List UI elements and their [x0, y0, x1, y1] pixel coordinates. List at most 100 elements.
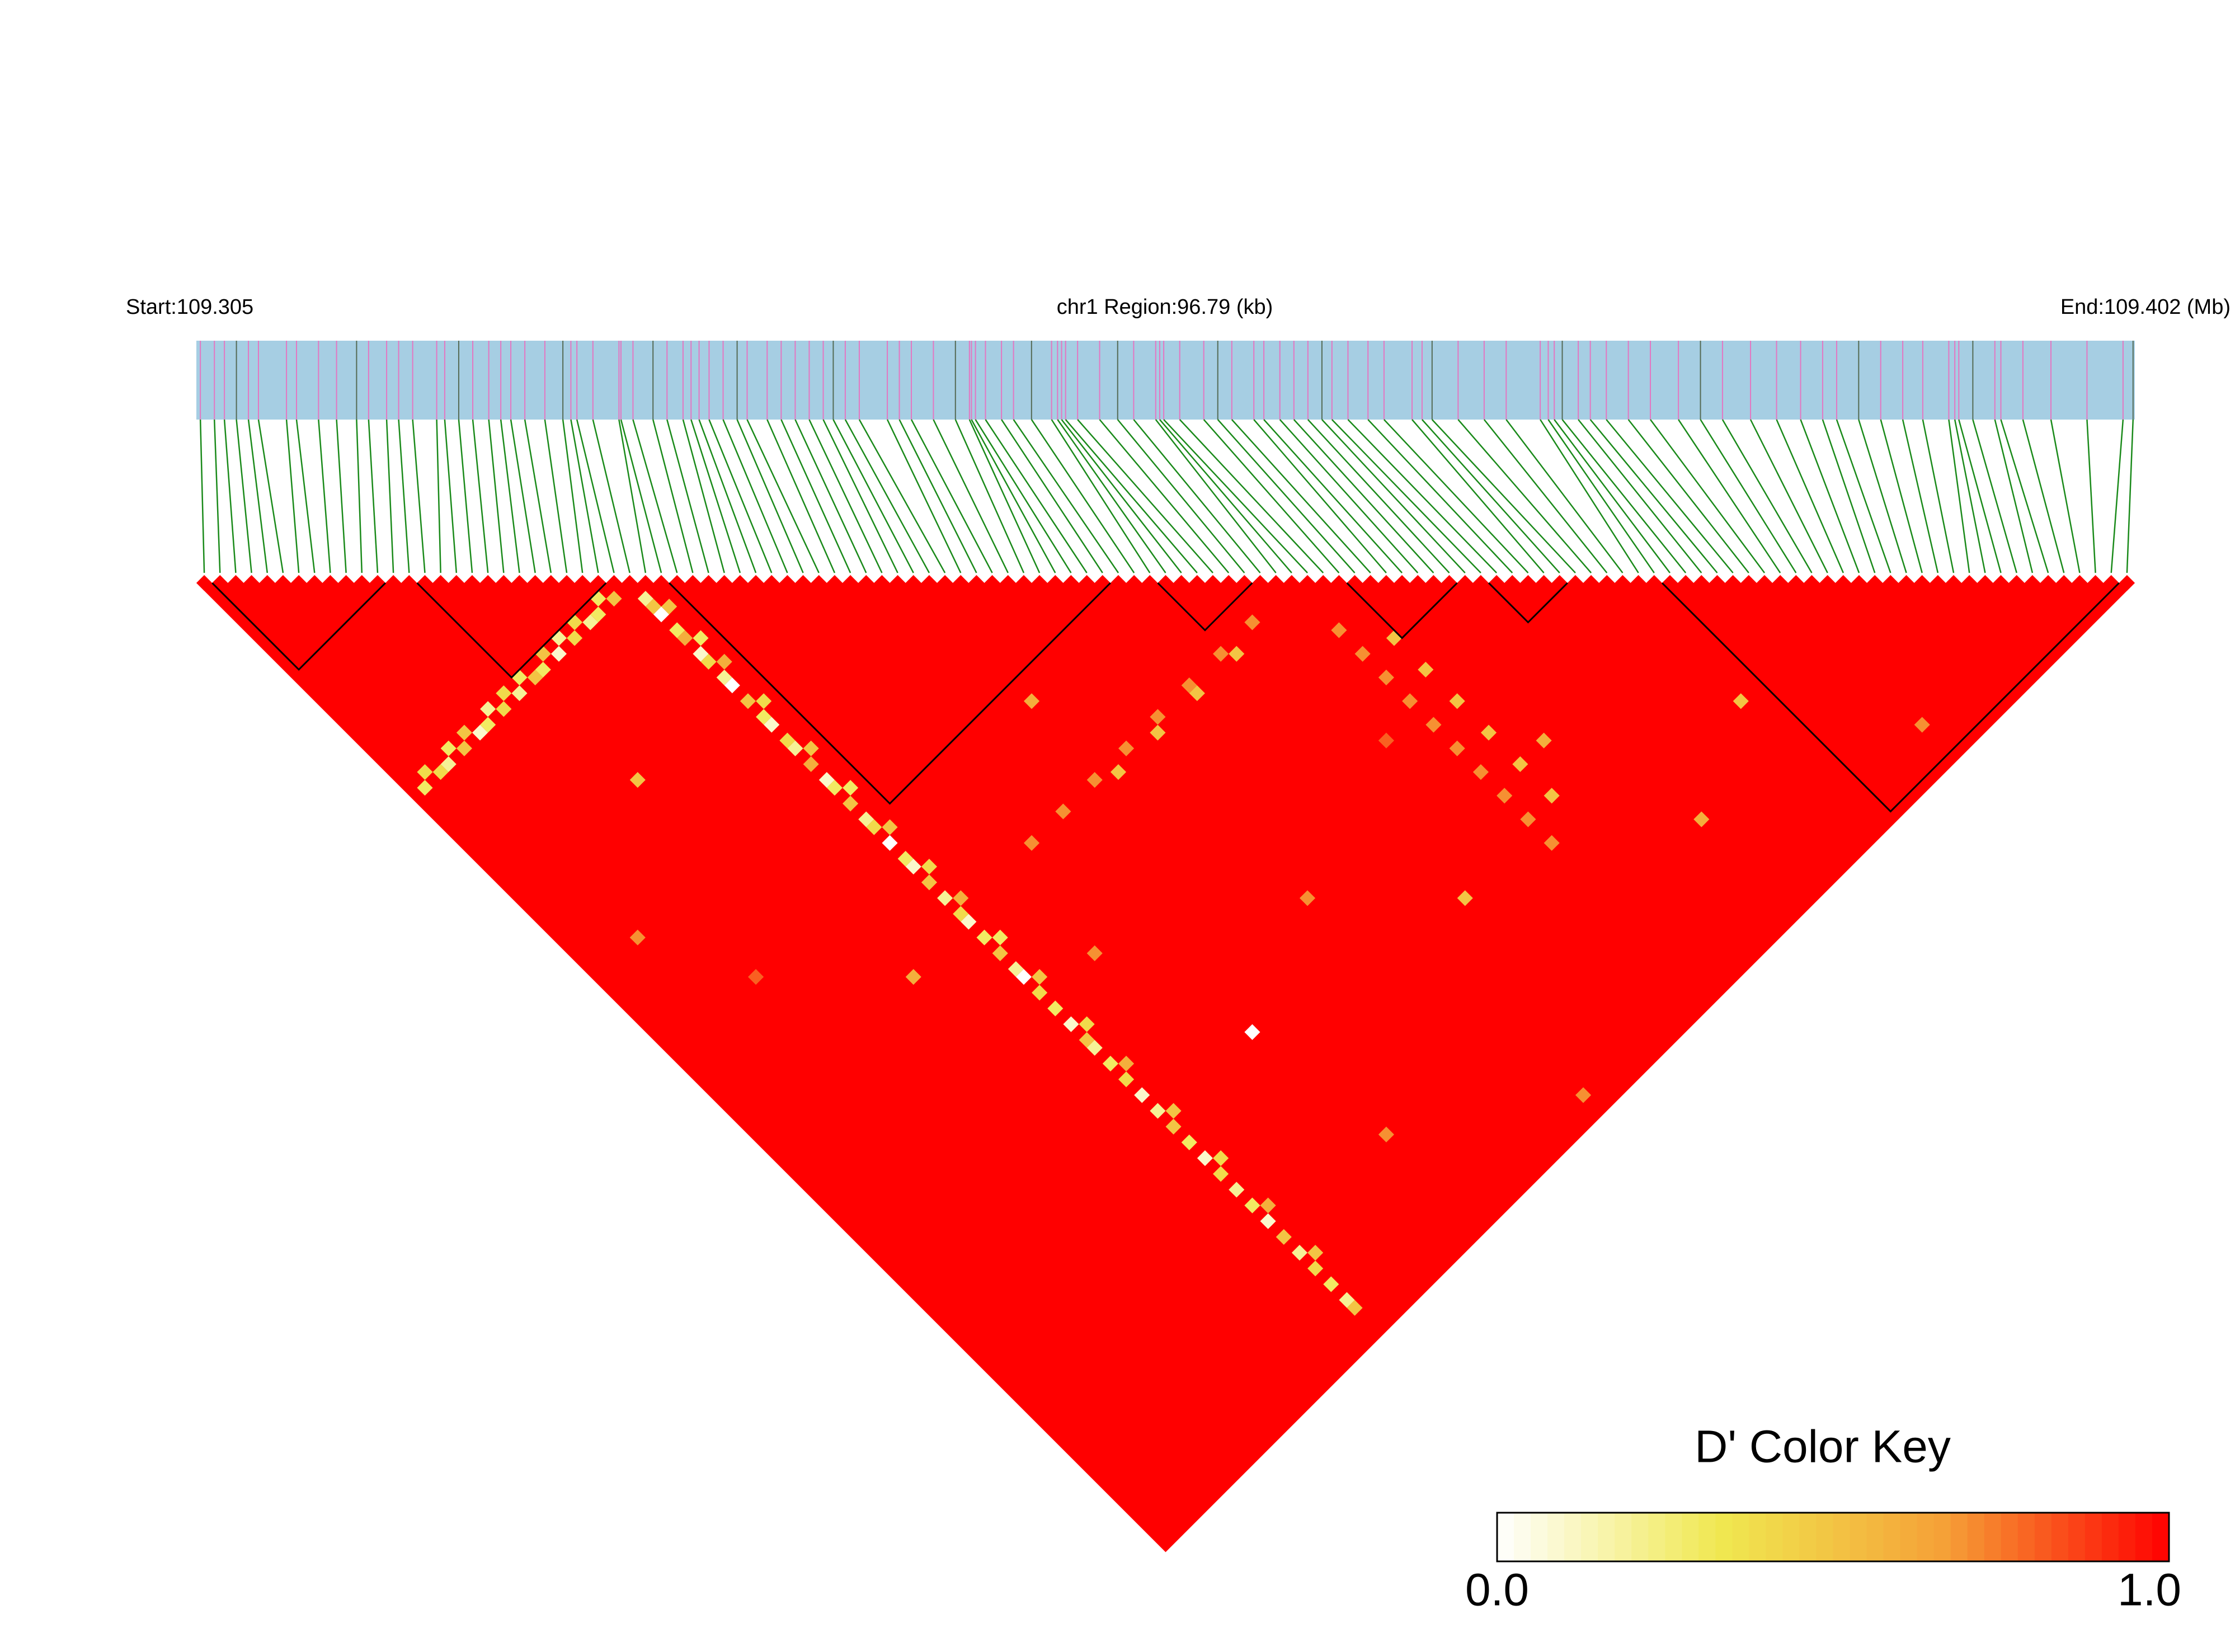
snp-connector: [1163, 419, 1308, 573]
snp-diamond: [1709, 575, 1725, 591]
ld-cell: [1150, 724, 1166, 741]
ld-cell: [511, 669, 528, 686]
ld-cell: [764, 717, 780, 733]
snp-diamond: [2087, 575, 2104, 591]
snp-connector: [1561, 419, 1687, 573]
color-key-swatch: [1816, 1513, 1833, 1561]
snp-connector: [2126, 419, 2134, 573]
ld-cell: [1378, 1126, 1394, 1143]
snp-diamond: [1032, 575, 1048, 591]
ld-cell: [992, 945, 1008, 962]
snp-diamond: [1646, 575, 1662, 591]
snp-diamond: [1283, 575, 1300, 591]
ld-cell: [1244, 614, 1260, 630]
ld-cell: [1418, 661, 1434, 678]
color-key-swatch: [2001, 1513, 2018, 1561]
ld-cell: [1047, 1000, 1064, 1016]
snp-diamond: [2119, 575, 2135, 591]
color-key-swatch: [1581, 1513, 1598, 1561]
snp-diamond: [369, 575, 386, 591]
snp-connector: [1650, 419, 1765, 573]
snp-diamond: [275, 575, 291, 591]
ld-cell: [1032, 985, 1048, 1001]
ld-cell: [1197, 1150, 1213, 1166]
snp-diamond: [1047, 575, 1064, 591]
ld-cell: [1544, 788, 1560, 804]
snp-connector: [1776, 419, 1844, 573]
ld-cell: [1402, 693, 1418, 709]
snp-diamond: [1268, 575, 1284, 591]
snp-connector: [213, 419, 221, 573]
snp-connector: [652, 419, 694, 573]
snp-diamond: [1977, 575, 1993, 591]
ld-cell: [787, 740, 803, 756]
snp-diamond: [1204, 575, 1221, 591]
snp-diamond: [1945, 575, 1962, 591]
snp-connector: [1133, 419, 1261, 573]
ld-cell: [472, 724, 488, 741]
ld-block: [1157, 582, 1253, 632]
ld-cell: [669, 622, 685, 638]
ld-cell: [582, 614, 599, 630]
snp-connector: [1321, 419, 1466, 573]
snp-connector: [1858, 419, 1907, 573]
snp-diamond: [1425, 575, 1442, 591]
snp-connector: [385, 419, 394, 573]
ld-cell: [961, 914, 977, 930]
ld-cell: [567, 630, 583, 646]
position-bar: [196, 341, 2135, 420]
ld-cell: [456, 740, 472, 756]
snp-connector: [1383, 419, 1529, 573]
snp-connector: [620, 419, 662, 573]
snp-connector: [1922, 419, 1955, 573]
ld-cell: [724, 677, 740, 694]
snp-diamond: [1756, 575, 1773, 591]
snp-diamond: [1299, 575, 1316, 591]
ld-cell: [1213, 1150, 1229, 1166]
ld-cell: [779, 732, 796, 749]
snp-diamond: [1615, 575, 1631, 591]
ld-cell: [1472, 764, 1489, 780]
ld-cell: [1449, 740, 1465, 756]
color-key-frame: [1496, 1512, 2170, 1562]
snp-connector: [1155, 419, 1277, 573]
snp-connector: [1836, 419, 1891, 573]
ld-cell: [1299, 890, 1316, 906]
color-key-swatch: [1665, 1513, 1682, 1561]
snp-connector: [971, 419, 1056, 573]
color-key-swatch: [1547, 1513, 1565, 1561]
snp-diamond: [1961, 575, 1978, 591]
snp-connector: [2110, 419, 2124, 573]
snp-diamond: [2072, 575, 2088, 591]
snp-diamond: [1094, 575, 1111, 591]
snp-connector: [690, 419, 741, 573]
snp-diamond: [1394, 575, 1410, 591]
ld-cell: [756, 693, 772, 709]
snp-diamond: [826, 575, 843, 591]
ld-cell: [953, 906, 969, 922]
snp-connector: [1347, 419, 1497, 573]
ld-cell: [1023, 835, 1040, 851]
color-key-swatch: [1950, 1513, 1968, 1561]
start-label: Start:109.305: [126, 295, 253, 319]
snp-diamond: [401, 575, 417, 591]
snp-connector: [1800, 419, 1860, 573]
ld-cell: [716, 653, 732, 670]
snp-diamond: [1630, 575, 1646, 591]
snp-diamond: [480, 575, 496, 591]
snp-diamond: [637, 575, 653, 591]
snp-connector: [1051, 419, 1151, 573]
snp-diamond: [1252, 575, 1268, 591]
ld-cell: [905, 969, 921, 985]
snp-connector: [1217, 419, 1356, 573]
color-key-swatch: [1497, 1513, 1514, 1561]
ld-cell: [992, 929, 1008, 945]
color-key-swatch: [1615, 1513, 1632, 1561]
ld-cell: [693, 646, 709, 662]
ld-cell: [1181, 677, 1197, 694]
snp-diamond: [1142, 575, 1158, 591]
snp-connector: [766, 419, 836, 573]
snp-diamond: [259, 575, 275, 591]
ld-cell: [747, 969, 764, 985]
ld-cell: [1150, 1103, 1166, 1119]
